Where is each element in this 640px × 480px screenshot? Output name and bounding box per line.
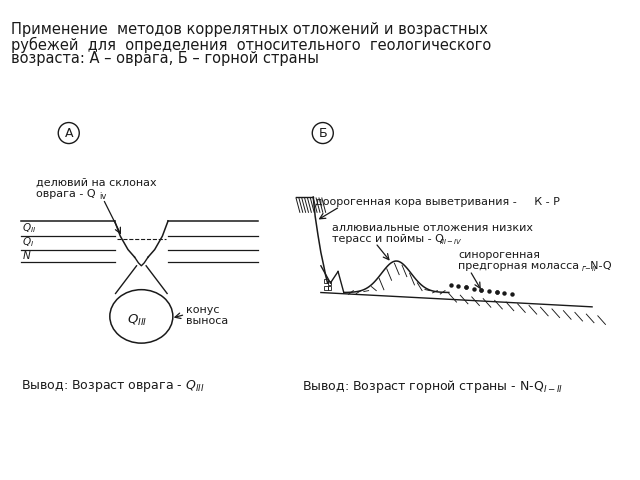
- Text: предгорная моласса - N-Q: предгорная моласса - N-Q: [458, 261, 612, 271]
- Text: $Q_{I}$: $Q_{I}$: [22, 235, 34, 249]
- Text: аллювиальные отложения низких: аллювиальные отложения низких: [332, 223, 533, 233]
- Text: $N$: $N$: [22, 249, 31, 261]
- Text: терасс и поймы - Q: терасс и поймы - Q: [332, 234, 444, 244]
- Text: Вывод: Возраст оврага - $Q_{III}$: Вывод: Возраст оврага - $Q_{III}$: [21, 378, 205, 395]
- Bar: [324, 279, 328, 283]
- Text: А: А: [65, 127, 73, 140]
- Text: выноса: выноса: [186, 316, 228, 326]
- Text: Вывод: Возраст горной страны - N-Q$_{I-II}$: Вывод: Возраст горной страны - N-Q$_{I-I…: [302, 378, 563, 396]
- Text: $Q_{II}$: $Q_{II}$: [22, 221, 36, 235]
- Bar: [324, 286, 328, 289]
- Text: доорогенная кора выветривания -     К - Р: доорогенная кора выветривания - К - Р: [315, 197, 560, 207]
- Text: рубежей  для  определения  относительного  геологического: рубежей для определения относительного г…: [12, 36, 492, 53]
- Text: делювий на склонах: делювий на склонах: [36, 178, 157, 188]
- Text: $_{III-IV}$: $_{III-IV}$: [439, 237, 463, 247]
- Text: Б: Б: [319, 127, 327, 140]
- Text: возраста: А – оврага, Б – горной страны: возраста: А – оврага, Б – горной страны: [12, 51, 319, 66]
- Text: iv: iv: [99, 192, 107, 201]
- Text: Применение  методов коррелятных отложений и возрастных: Применение методов коррелятных отложений…: [12, 22, 488, 37]
- Text: $Q_{III}$: $Q_{III}$: [127, 312, 148, 328]
- Text: $_{I-II}$: $_{I-II}$: [580, 264, 597, 274]
- Bar: [328, 281, 332, 285]
- Bar: [328, 286, 332, 289]
- Text: конус: конус: [186, 305, 220, 315]
- Text: синорогенная: синорогенная: [458, 250, 540, 260]
- Text: оврага - Q: оврага - Q: [36, 190, 96, 199]
